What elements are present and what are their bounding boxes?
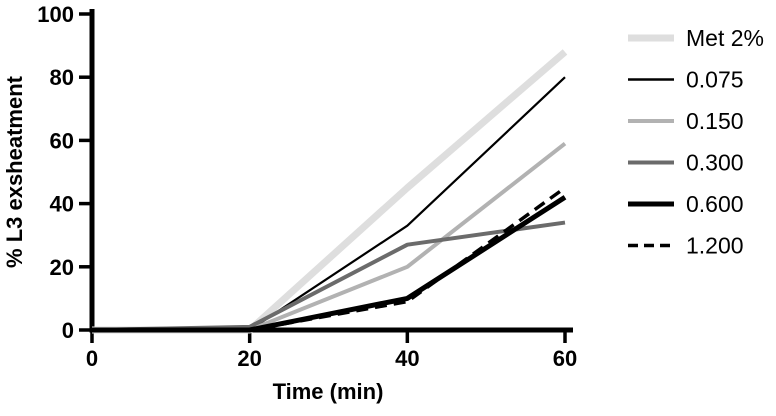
y-tick-label: 80 (50, 65, 74, 90)
legend-label-met-2-: Met 2% (686, 25, 764, 51)
series-line-1-200 (92, 186, 567, 332)
series-line-0-150 (92, 141, 567, 332)
series-line-met-2- (92, 49, 568, 334)
legend-label-0-150: 0.150 (686, 108, 744, 134)
legend-label-0-600: 0.600 (686, 191, 744, 217)
y-tick-label: 60 (50, 128, 74, 153)
y-tick-label: 0 (62, 318, 74, 343)
y-axis-label: % L3 exsheatment (2, 75, 27, 268)
legend-label-1-200: 1.200 (686, 233, 744, 259)
y-tick-label: 100 (37, 2, 74, 27)
legend-label-0-300: 0.300 (686, 150, 744, 176)
x-tick-label: 20 (237, 346, 261, 371)
chart-generated-content: 0 20 40 60 80 100 0 20 40 60 Met 2% 0.075 0.150 0.300… (37, 2, 764, 371)
x-tick-label: 40 (395, 346, 419, 371)
x-tick-label: 0 (86, 346, 98, 371)
legend-label-0-075: 0.075 (686, 67, 744, 93)
y-tick-label: 40 (50, 192, 74, 217)
series-line-0-600 (92, 195, 567, 333)
y-tick-label: 20 (50, 255, 74, 280)
x-axis-label: Time (min) (273, 379, 384, 404)
x-tick-label: 60 (553, 346, 577, 371)
